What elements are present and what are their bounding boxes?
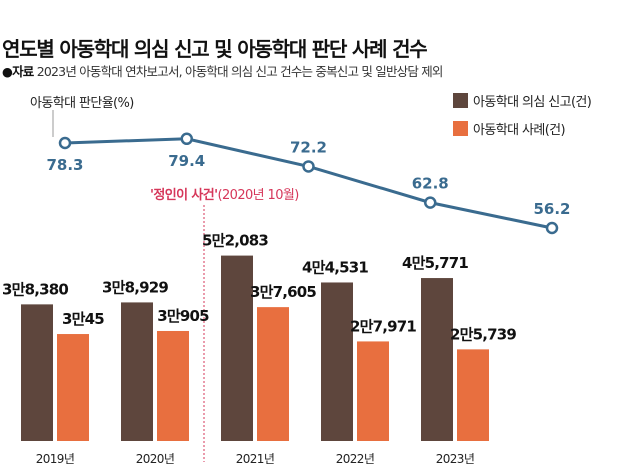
x-tick-label-4: 2023년 <box>436 452 475 466</box>
rate-label-4: 56.2 <box>533 200 570 218</box>
legend-swatch-cases <box>453 121 468 136</box>
legend-label-reports: 아동학대 의심 신고(건) <box>473 95 591 110</box>
rate-label-3: 62.8 <box>412 175 449 193</box>
x-tick-label-1: 2020년 <box>136 452 175 466</box>
bar-label-reports-4: 4만5,771 <box>402 254 468 272</box>
rate-point-3 <box>424 196 437 209</box>
legend-label-cases: 아동학대 사례(건) <box>473 123 565 138</box>
bar-label-cases-2: 3만7,605 <box>250 283 316 301</box>
event-annotation: '정인이 사건'(2020년 10월) <box>150 187 299 203</box>
bar-label-cases-3: 2만7,971 <box>350 317 416 335</box>
bar-cases-2 <box>257 307 289 441</box>
rate-label-0: 78.3 <box>46 156 83 174</box>
bar-cases-0 <box>57 334 89 441</box>
chart-title: 연도별 아동학대 의심 신고 및 아동학대 판단 사례 건수 <box>2 37 428 61</box>
x-tick-label-3: 2022년 <box>336 452 375 466</box>
rate-point-2 <box>302 160 315 173</box>
source-label: ●자료 <box>2 64 34 79</box>
bar-reports-3 <box>321 282 353 441</box>
bar-label-reports-1: 3만8,929 <box>102 278 168 296</box>
bar-reports-0 <box>21 304 53 441</box>
rate-point-4 <box>545 221 559 235</box>
bar-label-cases-1: 3만905 <box>157 307 209 325</box>
x-tick-label-2: 2021년 <box>236 452 275 466</box>
bar-cases-4 <box>457 349 489 441</box>
bar-label-reports-2: 5만2,083 <box>202 232 268 250</box>
rate-label-1: 79.4 <box>168 152 205 170</box>
bar-label-reports-0: 3만8,380 <box>2 280 68 298</box>
rate-point-1 <box>180 132 193 146</box>
bar-reports-1 <box>121 302 153 441</box>
line-series-label: 아동학대 판단율(%) <box>30 96 134 111</box>
bar-label-cases-4: 2만5,739 <box>450 325 516 343</box>
bar-label-cases-0: 3만45 <box>62 310 104 328</box>
source-text: 2023년 아동학대 연차보고서, 아동학대 의심 신고 건수는 중복신고 및 … <box>36 64 444 79</box>
source-note: ●자료 2023년 아동학대 연차보고서, 아동학대 의심 신고 건수는 중복신… <box>2 61 443 80</box>
rate-label-2: 72.2 <box>290 138 327 156</box>
bar-label-reports-3: 4만4,531 <box>302 258 368 276</box>
bar-cases-3 <box>357 341 389 441</box>
bar-reports-4 <box>421 278 453 441</box>
x-tick-label-0: 2019년 <box>36 452 75 466</box>
rate-point-0 <box>58 136 72 150</box>
legend-swatch-reports <box>453 93 468 108</box>
bar-reports-2 <box>221 255 253 441</box>
bar-cases-1 <box>157 330 189 441</box>
